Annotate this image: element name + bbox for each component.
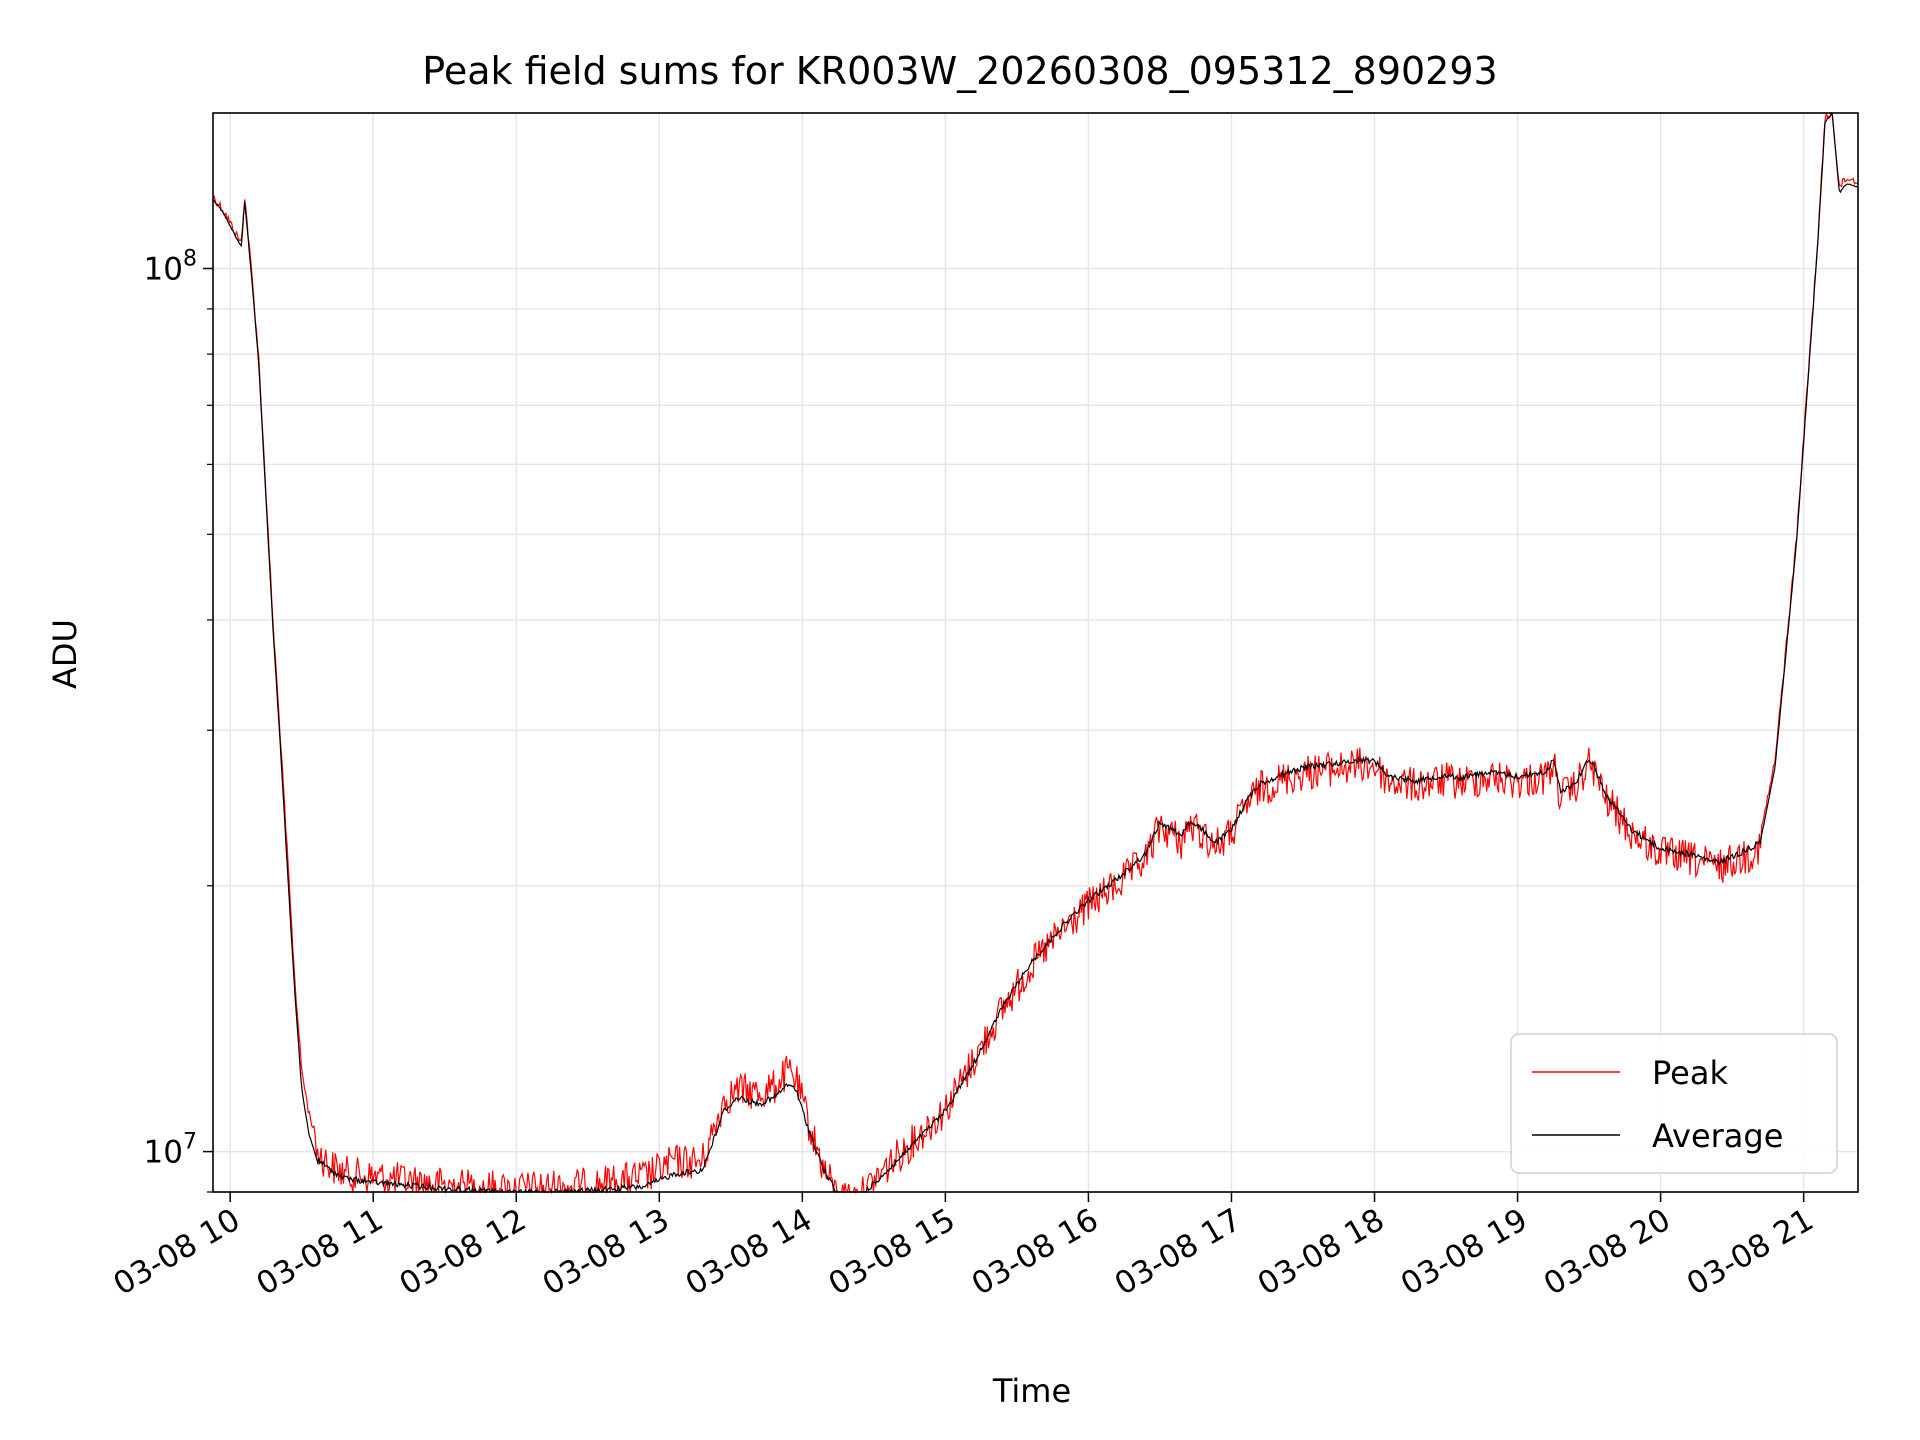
legend: Peak Average bbox=[1510, 1033, 1838, 1174]
y-axis-label: ADU bbox=[46, 619, 84, 689]
y-tick-label: 108 bbox=[144, 247, 197, 288]
legend-frame bbox=[1510, 1033, 1838, 1174]
y-tick-label: 107 bbox=[144, 1130, 197, 1171]
x-tick-label: 03-08 11 bbox=[250, 1202, 389, 1303]
x-tick-label: 03-08 15 bbox=[823, 1202, 962, 1303]
x-tick-label: 03-08 18 bbox=[1252, 1202, 1391, 1303]
grid-lines bbox=[213, 113, 1858, 1193]
x-axis-label: Time bbox=[992, 1372, 1071, 1410]
x-tick-label: 03-08 20 bbox=[1538, 1202, 1677, 1303]
x-tick-label: 03-08 17 bbox=[1109, 1202, 1248, 1303]
x-tick-label: 03-08 14 bbox=[680, 1202, 819, 1303]
y-axis: 107 108 bbox=[144, 247, 213, 1193]
x-tick-label: 03-08 13 bbox=[537, 1202, 676, 1303]
legend-label-peak: Peak bbox=[1652, 1054, 1728, 1092]
plot-area bbox=[212, 112, 1859, 1195]
axes-frame bbox=[212, 112, 1859, 1193]
series-line-average bbox=[212, 112, 1859, 1194]
legend-label-average: Average bbox=[1652, 1117, 1783, 1155]
x-tick-label: 03-08 10 bbox=[107, 1202, 246, 1303]
series-line-peak bbox=[212, 112, 1859, 1195]
x-tick-label: 03-08 21 bbox=[1681, 1202, 1820, 1303]
x-tick-label: 03-08 12 bbox=[394, 1202, 533, 1303]
x-tick-label: 03-08 16 bbox=[966, 1202, 1105, 1303]
chart-title: Peak field sums for KR003W_20260308_0953… bbox=[422, 49, 1497, 93]
x-tick-label: 03-08 19 bbox=[1395, 1202, 1534, 1303]
x-axis: 03-08 10 03-08 11 03-08 12 03-08 13 03-08 14… bbox=[107, 1192, 1820, 1303]
